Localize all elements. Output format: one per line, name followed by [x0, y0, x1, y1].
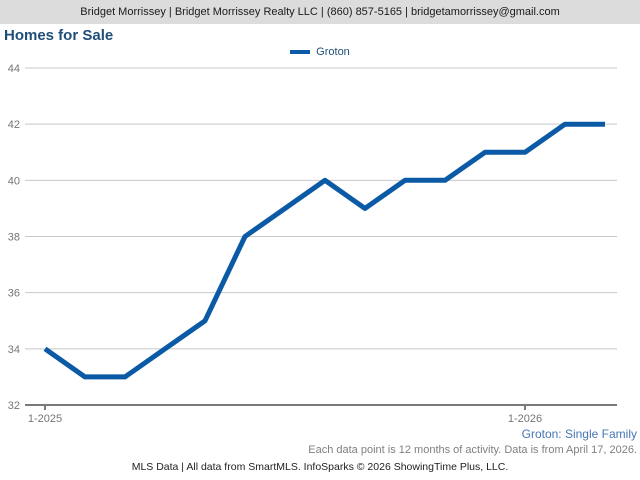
x-tick-label: 1-2026	[508, 413, 542, 425]
header-bar: Bridget Morrissey | Bridget Morrissey Re…	[0, 0, 640, 24]
agent-contact-line: Bridget Morrissey | Bridget Morrissey Re…	[80, 6, 560, 18]
data-period-note: Each data point is 12 months of activity…	[308, 444, 637, 456]
mls-attribution: MLS Data | All data from SmartMLS. InfoS…	[131, 461, 509, 473]
y-tick-label: 44	[8, 63, 20, 75]
legend-series-label: Groton	[316, 46, 350, 58]
y-tick-label: 42	[8, 119, 20, 131]
x-tick-label: 1-2025	[28, 413, 62, 425]
y-tick-label: 34	[8, 344, 20, 356]
chart-legend: Groton	[0, 45, 640, 59]
legend-line-swatch	[290, 50, 311, 54]
series-description: Groton: Single Family	[521, 427, 637, 441]
y-tick-label: 32	[8, 400, 20, 412]
y-tick-label: 38	[8, 232, 20, 244]
page-title: Homes for Sale	[4, 27, 114, 44]
y-tick-label: 36	[8, 288, 20, 300]
y-tick-label: 40	[8, 175, 20, 187]
series-line-groton	[43, 121, 605, 380]
